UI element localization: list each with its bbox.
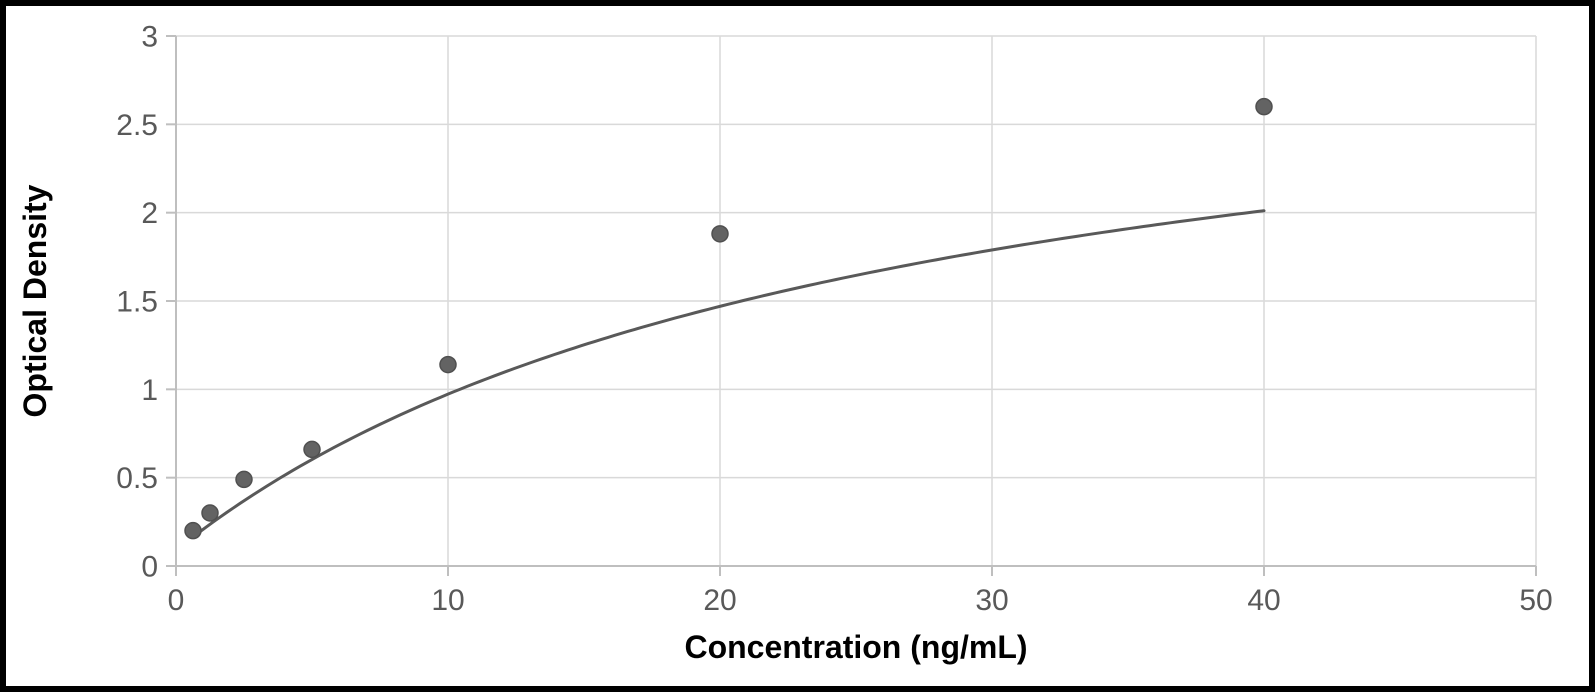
y-tick-label: 1 xyxy=(141,374,158,407)
data-point xyxy=(236,471,252,487)
y-tick-label: 0 xyxy=(141,551,158,584)
y-tick-label: 3 xyxy=(141,21,158,54)
x-tick-label: 40 xyxy=(1247,584,1280,617)
data-point xyxy=(712,226,728,242)
y-tick-label: 1.5 xyxy=(116,286,158,319)
x-axis-label: Concentration (ng/mL) xyxy=(684,629,1027,665)
data-point xyxy=(1256,99,1272,115)
x-tick-label: 30 xyxy=(975,584,1008,617)
data-point xyxy=(185,523,201,539)
y-tick-label: 0.5 xyxy=(116,462,158,495)
x-tick-label: 20 xyxy=(703,584,736,617)
y-axis-label: Optical Density xyxy=(17,184,53,417)
x-tick-label: 10 xyxy=(431,584,464,617)
y-tick-label: 2 xyxy=(141,197,158,230)
chart-svg: 0 10 20 30 40 50 0 0.5 1 1.5 2 2.5 3 Concentration (n… xyxy=(6,6,1589,686)
data-point xyxy=(440,357,456,373)
chart-frame: 0 10 20 30 40 50 0 0.5 1 1.5 2 2.5 3 Concentration (n… xyxy=(0,0,1595,692)
x-tick-label: 50 xyxy=(1519,584,1552,617)
x-tick-label: 0 xyxy=(168,584,185,617)
chart-container: 0 10 20 30 40 50 0 0.5 1 1.5 2 2.5 3 Concentration (n… xyxy=(6,6,1589,686)
data-point xyxy=(202,505,218,521)
plot-bg xyxy=(6,6,1589,686)
data-point xyxy=(304,441,320,457)
y-tick-label: 2.5 xyxy=(116,109,158,142)
